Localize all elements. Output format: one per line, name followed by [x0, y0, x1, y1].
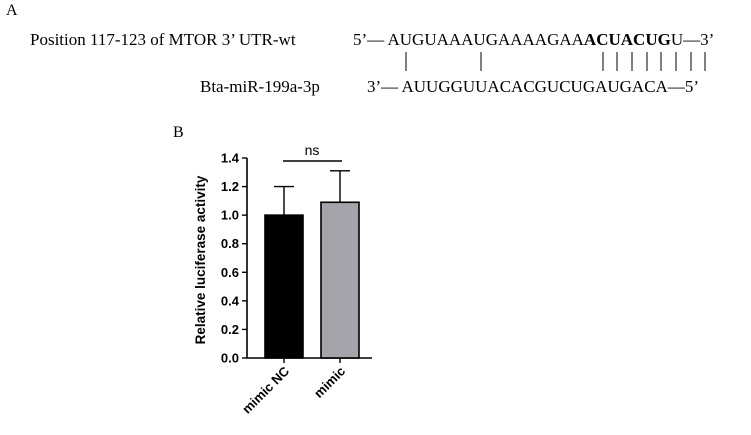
- y-tick-label: 1.0: [221, 208, 239, 223]
- y-tick-label: 0.6: [221, 265, 239, 280]
- x-tick-label: mimic NC: [239, 363, 292, 416]
- mirna-label: Bta-miR-199a-3p: [200, 77, 320, 96]
- mirna-seq: AUUGGUUACACGUCUGAUGACA: [401, 77, 668, 96]
- utr-sequence: 5’— AUGUAAAUGAAAAGAAACUACUGU—3’: [353, 30, 714, 50]
- panel-a-letter: A: [6, 2, 18, 19]
- bar-mimic: [320, 201, 360, 359]
- utr-prefix: 5’—: [353, 30, 385, 49]
- y-tick-label: 1.4: [221, 151, 240, 166]
- utr-seq-bold-1: ACU: [583, 30, 621, 49]
- y-tick-label: 0.8: [221, 236, 239, 251]
- utr-label: Position 117-123 of MTOR 3’ UTR-wt: [30, 30, 296, 49]
- y-tick-label: 1.2: [221, 179, 239, 194]
- utr-suffix: U—3’: [670, 30, 715, 49]
- utr-seq-normal: AUGUAAAUGAAAAGAA: [387, 30, 584, 49]
- y-tick-label: 0.0: [221, 351, 239, 366]
- mirna-suffix: —5’: [667, 77, 699, 96]
- x-tick-label: mimic: [311, 364, 348, 401]
- y-tick-label: 0.4: [221, 293, 240, 308]
- mirna-sequence: 3’— AUUGGUUACACGUCUGAUGACA—5’: [367, 77, 699, 97]
- panel-b-letter: B: [173, 124, 184, 141]
- utr-seq-bold-2: ACUG: [620, 30, 671, 49]
- mirna-prefix: 3’—: [367, 77, 399, 96]
- y-tick-label: 0.2: [221, 322, 239, 337]
- significance-label: ns: [305, 142, 320, 158]
- y-axis-label: Relative luciferase activity: [193, 175, 208, 344]
- bar-mimic-nc: [264, 214, 304, 359]
